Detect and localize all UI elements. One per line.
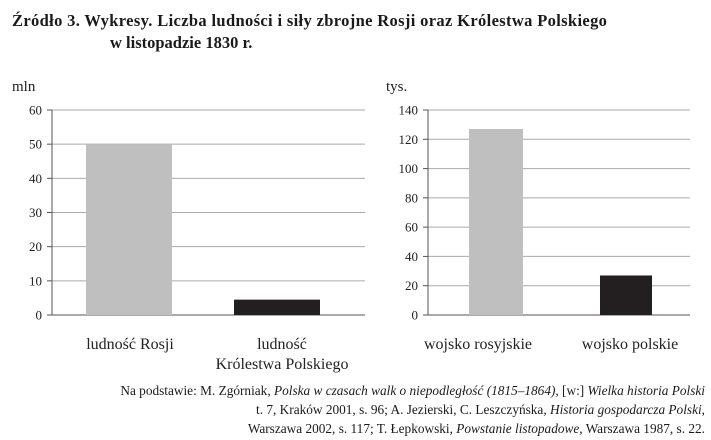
y-tick-label: 120	[399, 132, 419, 147]
y-tick-label: 50	[29, 137, 42, 152]
source-citation: Na podstawie: M. Zgórniak, Polska w czas…	[5, 381, 705, 438]
y-tick-label: 0	[36, 308, 43, 323]
y-tick-label: 60	[405, 220, 418, 235]
y-unit-label: tys.	[386, 79, 407, 95]
y-tick-label: 100	[399, 161, 419, 176]
source-line-1: Na podstawie: M. Zgórniak, Polska w czas…	[120, 383, 705, 398]
y-tick-label: 40	[29, 171, 42, 186]
y-tick-label: 20	[405, 278, 418, 293]
x-category-label: wojsko polskie	[582, 336, 678, 353]
y-tick-label: 0	[412, 308, 419, 323]
bar	[234, 299, 320, 315]
bar	[86, 144, 172, 315]
x-category-label: wojsko rosyjskie	[424, 336, 532, 353]
y-tick-label: 10	[29, 273, 42, 288]
title-line-2: w listopadzie 1830 r.	[110, 33, 253, 52]
x-category-label: Królestwa Polskiego	[216, 356, 349, 373]
bar	[600, 275, 652, 315]
y-tick-label: 20	[29, 239, 42, 254]
y-tick-label: 60	[29, 103, 42, 118]
y-tick-label: 30	[29, 205, 42, 220]
bar	[469, 129, 523, 315]
source-line-2: t. 7, Kraków 2001, s. 96; A. Jezierski, …	[256, 402, 705, 417]
x-category-label: ludność	[257, 336, 307, 353]
y-unit-label: mln	[12, 79, 36, 95]
x-category-label: ludność Rosji	[86, 336, 174, 353]
title-line-1: Źródło 3. Wykresy. Liczba ludności i sił…	[12, 11, 608, 30]
y-tick-label: 80	[405, 190, 418, 205]
source-line-3: Warszawa 2002, s. 117; T. Łepkowski, Pow…	[247, 421, 705, 436]
y-tick-label: 140	[399, 103, 419, 118]
y-tick-label: 40	[405, 249, 418, 264]
figure-title: Źródło 3. Wykresy. Liczba ludności i sił…	[12, 10, 706, 54]
